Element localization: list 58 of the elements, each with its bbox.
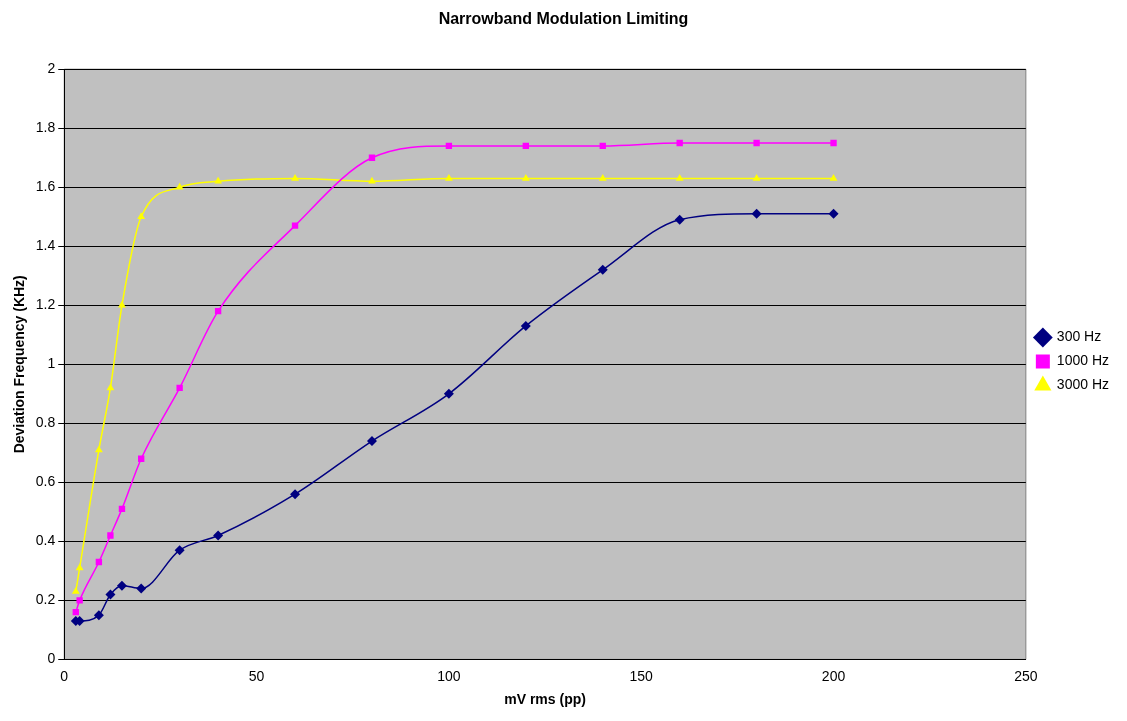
point <box>291 173 299 181</box>
y-axis-title: Deviation Frequency (KHz) <box>11 275 28 454</box>
y-tick-label: 0.2 <box>35 591 56 608</box>
point <box>674 214 685 225</box>
y-tick-label: 1.2 <box>35 296 56 313</box>
chart-title: Narrowband Modulation Limiting <box>438 10 689 28</box>
point <box>598 173 607 181</box>
legend-label: 1000 Hz <box>1056 352 1110 369</box>
y-tick-label: 0 <box>47 650 56 667</box>
point <box>753 139 760 147</box>
point <box>137 212 146 219</box>
y-tick-label: 0.8 <box>35 414 56 431</box>
point <box>176 384 183 392</box>
point <box>93 610 104 621</box>
y-tick-label: 2 <box>47 60 56 77</box>
point <box>105 589 116 600</box>
y-tick-label: 0.6 <box>35 473 56 490</box>
point <box>71 587 80 594</box>
x-tick-label: 0 <box>60 667 69 684</box>
point <box>830 139 837 147</box>
point <box>174 545 185 556</box>
y-tick-label: 1.8 <box>35 119 56 136</box>
point <box>291 222 299 229</box>
point <box>366 436 377 447</box>
point <box>675 173 684 181</box>
x-axis-title: mV rms (pp) <box>504 691 586 708</box>
point <box>214 176 223 184</box>
point <box>751 208 762 219</box>
x-tick-label: 50 <box>248 667 265 684</box>
point <box>106 383 115 391</box>
x-tick-label: 200 <box>821 667 846 684</box>
legend-label: 300 Hz <box>1056 328 1102 345</box>
x-tick-label: 150 <box>629 667 654 684</box>
point <box>521 173 530 181</box>
point <box>94 445 103 453</box>
point <box>76 597 83 604</box>
y-tick-label: 1 <box>47 355 56 372</box>
point <box>118 300 126 308</box>
point <box>75 563 84 571</box>
legend-label: 3000 Hz <box>1056 376 1110 393</box>
point <box>368 176 376 184</box>
y-tick-label: 1.4 <box>35 237 56 254</box>
x-tick-label: 100 <box>437 667 461 684</box>
point <box>107 532 114 539</box>
point <box>828 208 839 219</box>
y-tick-label: 1.6 <box>35 178 56 195</box>
x-tick-label: 250 <box>1014 667 1038 684</box>
point <box>445 173 453 181</box>
point <box>597 264 608 275</box>
point <box>829 173 838 181</box>
point <box>520 320 531 331</box>
point <box>213 530 224 541</box>
point <box>290 489 301 500</box>
point <box>443 388 454 399</box>
point <box>116 580 127 591</box>
point <box>752 173 761 181</box>
y-tick-label: 0.4 <box>35 532 56 549</box>
point <box>136 583 147 594</box>
